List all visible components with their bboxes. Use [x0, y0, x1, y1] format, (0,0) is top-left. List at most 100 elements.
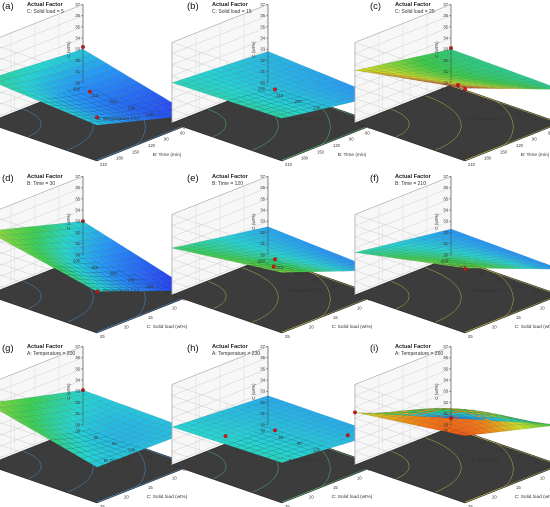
x-tick-label: 240: [514, 112, 522, 117]
response-surface: [171, 226, 379, 273]
actual-factor-title: Actual Factor: [395, 174, 431, 180]
surface-plot-b: 30 31 32 33 34 35 36 37 C (wt%) 200 210 220 230 240 25…: [171, 2, 386, 167]
z-tick-label: 34: [75, 36, 80, 41]
z-tick-label: 32: [260, 230, 265, 235]
z-tick-label: 35: [260, 24, 265, 29]
z-axis-label: C (wt%): [434, 383, 439, 400]
x-tick-label: 230: [128, 278, 136, 283]
x-tick-label: 210: [91, 93, 99, 98]
x-axis-label: A: Temperature (°C): [465, 288, 508, 294]
surface-cell: [122, 449, 139, 455]
x-tick-label: 200: [258, 259, 266, 264]
design-point-1: [273, 428, 277, 433]
surface-plot-d: 30 31 32 33 34 35 36 37 C (wt%) 200 210 220 230 240 25…: [0, 174, 199, 339]
surface-cell: [539, 266, 550, 270]
floor-contour: [208, 109, 227, 137]
z-tick-label: 33: [443, 219, 448, 224]
x-tick-label: 250: [165, 118, 173, 123]
z-tick-label: 33: [260, 219, 265, 224]
y-tick-label: 15: [516, 485, 521, 490]
x-tick-label: 210: [459, 265, 467, 270]
x-tick-label: 180: [533, 460, 541, 465]
y-tick-label: 10: [172, 476, 177, 481]
x-axis-label: B: Time (min): [104, 458, 133, 464]
x-axis-label: A: Temperature (°C): [282, 116, 325, 122]
y-tick-label: 120: [516, 143, 524, 148]
y-axis-label: C: Solid load (wt%): [515, 494, 550, 500]
x-tick-label: 30: [443, 429, 448, 434]
z-tick-label: 36: [260, 13, 265, 18]
y-axis-label: C: Solid load (wt%): [147, 494, 188, 500]
x-tick-label: 210: [459, 93, 467, 98]
panel-label: (e): [187, 173, 199, 184]
response-surface: [0, 221, 194, 292]
actual-factor-title: Actual Factor: [212, 344, 248, 350]
surface-cell: [123, 287, 139, 292]
surface-cell: [143, 441, 160, 447]
surface-cell: [95, 458, 112, 465]
surface-cell: [143, 115, 159, 120]
panel-label: (d): [2, 173, 14, 184]
x-tick-label: 180: [350, 460, 358, 465]
z-tick-label: 30: [75, 422, 80, 427]
z-tick-label: 30: [75, 80, 80, 85]
z-tick-label: 30: [443, 422, 448, 427]
y-tick-label: 10: [540, 476, 545, 481]
floor-plane: [354, 256, 550, 334]
y-tick-label: 15: [516, 315, 521, 320]
y-tick-label: 60: [180, 130, 185, 135]
actual-factor-value: C: Solid load = 5: [27, 9, 64, 15]
y-tick-label: 10: [357, 476, 362, 481]
z-tick-label: 36: [260, 355, 265, 360]
floor-contour: [391, 451, 410, 479]
z-tick-label: 35: [75, 366, 80, 371]
z-tick-label: 31: [443, 241, 448, 246]
floor-contour: [242, 267, 279, 323]
z-tick-label: 35: [75, 24, 80, 29]
panel-label: (f): [370, 173, 379, 184]
x-tick-label: 60: [279, 435, 284, 440]
y-axis-label: B: Time (min): [338, 152, 367, 158]
z-tick-label: 36: [443, 185, 448, 190]
y-tick-label: 25: [100, 334, 105, 339]
surface-cell: [315, 269, 331, 272]
x-tick-label: 200: [441, 259, 449, 264]
y-tick-label: 25: [468, 504, 473, 507]
z-tick-label: 35: [443, 196, 448, 201]
surface-cell: [484, 87, 500, 89]
design-point-2: [456, 83, 460, 87]
x-tick-label: 220: [110, 271, 118, 276]
surface-cell: [497, 425, 514, 432]
y-axis-label: C: Solid load (wt%): [515, 324, 550, 330]
surface-cell: [491, 266, 507, 269]
floor-contour: [451, 427, 550, 503]
design-point-2: [353, 410, 357, 415]
z-tick-label: 37: [443, 2, 448, 7]
response-surface: [354, 408, 550, 436]
z-tick-label: 34: [443, 378, 448, 383]
x-tick-label: 90: [297, 441, 302, 446]
design-point-1: [463, 87, 467, 92]
x-tick-label: 230: [313, 278, 321, 283]
y-tick-label: 20: [492, 495, 497, 500]
surface-cell: [308, 269, 324, 272]
z-axis-label: C (wt%): [66, 383, 71, 400]
design-point-2: [271, 264, 276, 269]
z-tick-label: 32: [443, 58, 448, 63]
actual-factor-title: Actual Factor: [27, 174, 63, 180]
z-tick-label: 37: [75, 174, 80, 179]
x-tick-label: 240: [331, 284, 339, 289]
z-tick-label: 34: [443, 208, 448, 213]
design-point-3: [88, 89, 92, 94]
floor-contour: [391, 109, 410, 137]
y-tick-label: 210: [100, 162, 108, 167]
panel-label: (g): [2, 343, 14, 354]
surface-plot-c: 30 31 32 33 34 35 36 37 C (wt%) 200 210 220 230 240 25…: [354, 2, 550, 167]
z-tick-label: 34: [260, 208, 265, 213]
z-tick-label: 35: [260, 196, 265, 201]
z-tick-label: 33: [260, 389, 265, 394]
x-tick-label: 230: [496, 278, 504, 283]
panel-e: 30 31 32 33 34 35 36 37 C (wt%) 200 210 220 230 240 25…: [171, 172, 384, 339]
x-tick-label: 240: [514, 284, 522, 289]
y-tick-label: 25: [285, 334, 290, 339]
